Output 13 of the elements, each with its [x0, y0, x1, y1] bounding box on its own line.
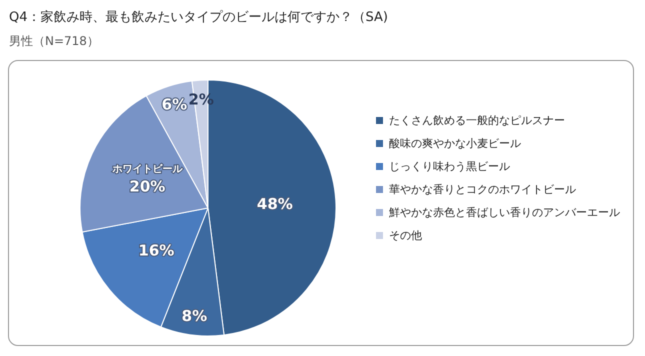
chart-subtitle: 男性（N=718） [9, 34, 99, 48]
data-label: 8% [182, 306, 208, 325]
legend-label: 酸味の爽やかな小麦ビール [389, 137, 521, 150]
legend-label: たくさん飲める一般的なピルスナー [389, 114, 565, 127]
chart-title: Q4：家飲み時、最も飲みたいタイプのビールは何ですか？（SA) [9, 9, 388, 25]
data-label: 48% [256, 194, 293, 213]
legend-label: その他 [389, 229, 422, 242]
data-label: 16% [138, 242, 174, 260]
legend-label: 華やかな香りとコクのホワイトビール [389, 183, 576, 196]
data-label: ホワイトビール 20% [111, 162, 184, 196]
data-label: 6% [162, 96, 188, 114]
legend-label: じっくり味わう黒ビール [389, 160, 510, 173]
legend-label: 鮮やかな赤色と香ばしい香りのアンバーエール [389, 206, 620, 219]
